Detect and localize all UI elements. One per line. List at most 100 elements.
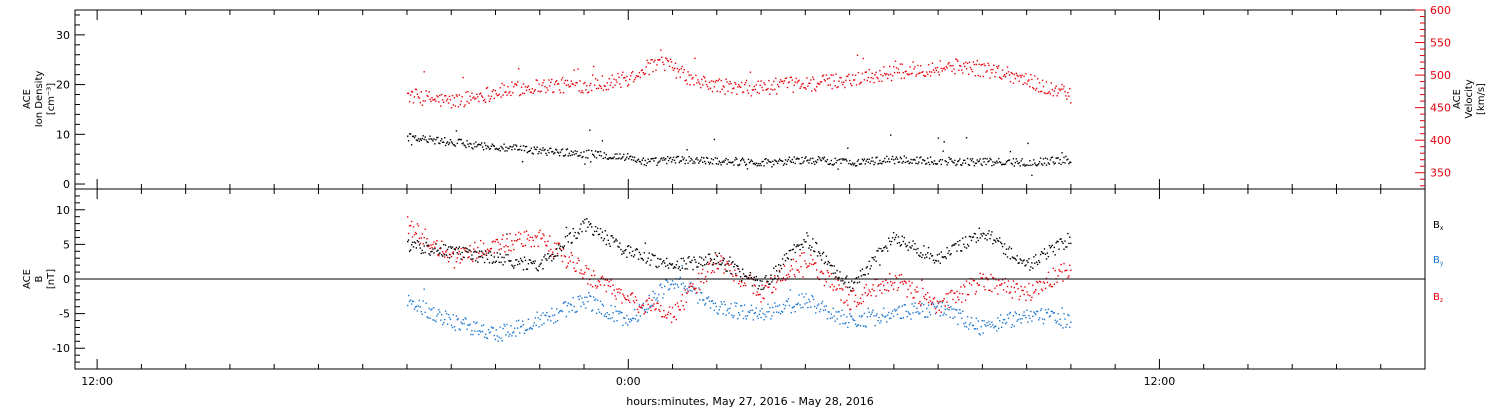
data-point (922, 254, 924, 256)
data-point (730, 161, 732, 164)
data-point (852, 318, 854, 320)
data-point (980, 277, 982, 279)
data-point (728, 161, 730, 163)
data-point (1035, 254, 1037, 256)
data-point (1023, 259, 1025, 261)
data-point (992, 324, 994, 326)
data-point (1003, 318, 1006, 321)
data-point (702, 84, 704, 86)
data-point (970, 239, 973, 242)
data-point (407, 135, 409, 137)
data-point (853, 79, 856, 81)
data-point (1007, 280, 1010, 282)
data-point (436, 240, 438, 242)
data-point (793, 156, 795, 158)
data-point (603, 284, 606, 286)
data-point (748, 274, 751, 277)
data-point (575, 237, 577, 240)
data-point (932, 259, 935, 261)
data-point (582, 277, 584, 279)
data-point (645, 66, 647, 68)
data-point (636, 159, 639, 161)
data-point (822, 74, 825, 76)
data-point (898, 305, 901, 308)
data-point (979, 334, 981, 336)
data-point (972, 324, 975, 327)
data-point (786, 257, 789, 259)
data-point (1067, 313, 1069, 316)
data-point (815, 241, 817, 244)
data-point (763, 319, 765, 321)
data-point (617, 72, 619, 75)
data-point (552, 314, 554, 317)
data-point (474, 250, 476, 252)
data-point (596, 151, 599, 153)
data-point (599, 300, 602, 302)
data-point (567, 241, 569, 243)
data-point (786, 277, 789, 279)
data-point (929, 75, 932, 77)
data-point (924, 297, 926, 300)
data-point (840, 162, 842, 164)
data-point (519, 233, 522, 235)
data-point (942, 68, 944, 70)
data-point (813, 78, 815, 81)
data-point (734, 302, 736, 304)
data-point (1066, 246, 1068, 248)
data-point (741, 305, 743, 307)
data-point (872, 309, 874, 311)
data-point (542, 233, 544, 235)
data-point (445, 249, 448, 252)
data-point (775, 160, 777, 162)
data-point (1006, 66, 1009, 68)
data-point (631, 292, 634, 294)
data-point (496, 252, 498, 254)
data-point (750, 277, 753, 279)
data-point (757, 294, 759, 296)
data-point (661, 157, 663, 159)
data-point (551, 307, 553, 310)
data-point (1042, 252, 1045, 255)
data-point (999, 320, 1001, 322)
data-point (885, 245, 887, 247)
data-point (992, 276, 994, 279)
data-point (789, 249, 792, 252)
data-point (1062, 161, 1064, 164)
data-point (755, 294, 757, 296)
data-point (614, 295, 616, 297)
data-point (923, 74, 925, 77)
data-point (1009, 258, 1012, 260)
data-point (829, 317, 831, 320)
data-point (944, 160, 946, 162)
data-point (614, 84, 616, 86)
data-point (847, 147, 849, 149)
data-point (834, 85, 836, 87)
data-point (829, 264, 831, 267)
data-point (632, 159, 635, 161)
data-point (494, 89, 496, 92)
data-point (787, 158, 790, 161)
data-point (568, 152, 570, 155)
data-point (883, 284, 885, 287)
data-point (482, 100, 485, 102)
data-point (627, 324, 629, 326)
data-point (565, 148, 568, 151)
data-point (969, 236, 972, 238)
data-point (551, 151, 553, 153)
data-point (794, 251, 796, 254)
data-point (848, 162, 850, 165)
data-point (468, 249, 470, 251)
data-point (782, 277, 785, 279)
data-point (610, 304, 612, 307)
data-point (480, 144, 482, 146)
data-point (775, 305, 777, 308)
data-point (1014, 77, 1016, 80)
data-point (531, 328, 533, 330)
data-point (742, 317, 745, 320)
data-point (851, 164, 853, 166)
data-point (802, 276, 804, 278)
data-point (475, 259, 477, 262)
data-point (471, 147, 473, 149)
data-point (620, 86, 622, 88)
data-point (538, 151, 540, 153)
